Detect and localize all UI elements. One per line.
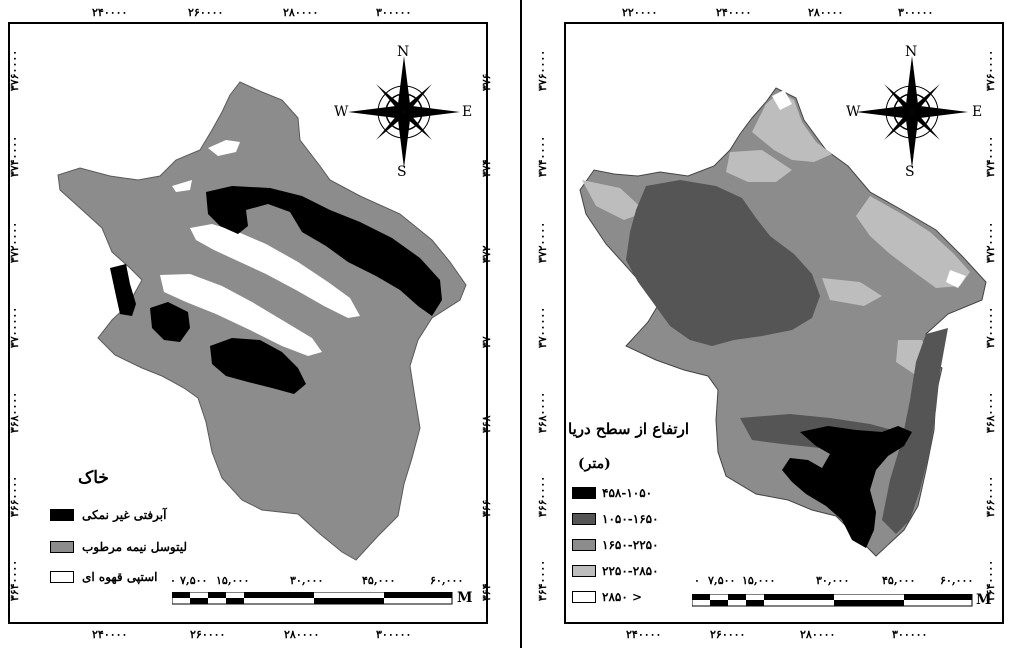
scale-label: ۰ [170, 574, 176, 587]
legend-title: خاک [78, 468, 109, 488]
panel-divider [520, 0, 522, 648]
legend-title: ارتفاع از سطح دریا [568, 420, 689, 438]
top-tick: ۳۰۰۰۰۰ [898, 6, 934, 19]
bottom-tick: ۲۸۰۰۰۰ [800, 628, 836, 641]
legend-swatch [50, 541, 74, 553]
legend-swatch [572, 565, 596, 577]
bottom-tick: ۳۰۰۰۰۰ [376, 628, 412, 641]
elevation-zone-2250-2850 [726, 150, 792, 182]
legend-subtitle: (متر) [578, 456, 611, 472]
steppe-patch [208, 140, 240, 156]
legend-item: ۱۶۵۰-۲۲۵۰ [572, 538, 659, 552]
scale-label: ۶۰,۰۰۰ [430, 574, 464, 587]
elevation-zone-2250-2850 [822, 278, 882, 306]
legend-label: ۱۶۵۰-۲۲۵۰ [602, 538, 659, 552]
legend-item: ۲۲۵۰-۲۸۵۰ [572, 564, 659, 578]
compass-s-label: S [905, 164, 915, 180]
compass-n-label: N [905, 44, 918, 60]
legend-item: ۴۵۸-۱۰۵۰ [572, 486, 652, 500]
compass-w-label: W [334, 104, 349, 120]
alluvial-patch [110, 264, 136, 316]
bottom-tick: ۳۰۰۰۰۰ [892, 628, 928, 641]
bottom-tick: ۲۶۰۰۰۰ [710, 628, 746, 641]
elevation-zone-1050-1650 [882, 328, 948, 534]
bottom-tick: ۲۶۰۰۰۰ [190, 628, 226, 641]
legend-swatch [50, 509, 74, 521]
legend-item: ۲۸۵۰ > [572, 590, 642, 604]
scale-unit: M [457, 590, 473, 606]
soil-map-drawing [57, 81, 467, 561]
alluvial-patch [150, 302, 190, 342]
legend-swatch [572, 513, 596, 525]
elevation-zone-458-1050 [782, 426, 912, 548]
top-tick: ۲۶۰۰۰۰ [188, 6, 224, 19]
top-tick: ۲۲۰۰۰۰ [622, 6, 658, 19]
legend-swatch [572, 539, 596, 551]
elevation-zone-2850-plus [946, 270, 966, 288]
north-arrow-icon [348, 56, 460, 168]
legend-label: ۲۸۵۰ > [602, 590, 643, 604]
elevation-zone-2850-plus [772, 90, 792, 110]
legend-label: استپی قهوه ای [82, 570, 158, 584]
legend-label: آبرفتی غیر نمکی [82, 508, 167, 522]
compass-w-label: W [846, 104, 861, 120]
compass-n-label: N [397, 44, 410, 60]
legend-item: ۱۰۵۰-۱۶۵۰ [572, 512, 659, 526]
alluvial-patch [206, 186, 442, 316]
bottom-tick: ۲۴۰۰۰۰ [626, 628, 662, 641]
scale-unit: M [976, 592, 992, 608]
elevation-map-panel: ۲۲۰۰۰۰ ۲۴۰۰۰۰ ۲۸۰۰۰۰ ۳۰۰۰۰۰ ۲۴۰۰۰۰ ۲۶۰۰۰… [530, 0, 1022, 648]
top-tick: ۲۸۰۰۰۰ [283, 6, 319, 19]
steppe-patch [160, 274, 322, 356]
legend-swatch [50, 571, 74, 583]
scale-label: ۳۰,۰۰۰ [290, 574, 324, 587]
scale-bar [172, 592, 453, 605]
legend-label: ۴۵۸-۱۰۵۰ [602, 486, 653, 500]
steppe-patch [172, 180, 192, 192]
alluvial-patch [210, 338, 306, 394]
top-tick: ۲۸۰۰۰۰ [808, 6, 844, 19]
scale-label: ۴۵,۰۰۰ [362, 574, 396, 587]
scale-label: ۱۵,۰۰۰ [742, 574, 776, 587]
elevation-zone-2250-2850 [856, 196, 970, 288]
top-tick: ۲۴۰۰۰۰ [92, 6, 128, 19]
elevation-zone-2250-2850 [582, 180, 646, 220]
elevation-map-drawing [579, 87, 987, 557]
scale-label: ۷,۵۰۰ [708, 574, 736, 587]
soil-map-panel: ۲۴۰۰۰۰ ۲۶۰۰۰۰ ۲۸۰۰۰۰ ۳۰۰۰۰۰ ۲۴۰۰۰۰ ۲۶۰۰۰… [8, 6, 493, 641]
scale-label: ۶۰,۰۰۰ [940, 574, 974, 587]
legend-label: لیتوسل نیمه مرطوب [82, 540, 188, 554]
bottom-tick: ۲۴۰۰۰۰ [92, 628, 128, 641]
compass-s-label: S [397, 164, 407, 180]
elevation-zone-1050-1650 [626, 180, 820, 346]
compass-e-label: E [462, 104, 473, 120]
legend-label: ۱۰۵۰-۱۶۵۰ [602, 512, 659, 526]
legend-item: آبرفتی غیر نمکی [50, 508, 166, 522]
scale-label: ۰ [694, 574, 700, 587]
scale-bar [692, 594, 973, 607]
elevation-zone-2250-2850 [752, 92, 832, 162]
scale-label: ۳۰,۰۰۰ [816, 574, 850, 587]
bottom-tick: ۲۸۰۰۰۰ [284, 628, 320, 641]
top-tick: ۳۰۰۰۰۰ [376, 6, 412, 19]
legend-item: استپی قهوه ای [50, 570, 157, 584]
top-tick: ۲۴۰۰۰۰ [716, 6, 752, 19]
north-arrow-icon [856, 56, 968, 168]
legend-swatch [572, 591, 596, 603]
scale-label: ۱۵,۰۰۰ [216, 574, 250, 587]
legend-item: لیتوسل نیمه مرطوب [50, 540, 187, 554]
steppe-patch [190, 224, 360, 318]
legend-label: ۲۲۵۰-۲۸۵۰ [602, 564, 659, 578]
compass-e-label: E [972, 104, 983, 120]
scale-label: ۷,۵۰۰ [180, 574, 208, 587]
legend-swatch [572, 487, 596, 499]
scale-label: ۴۵,۰۰۰ [882, 574, 916, 587]
